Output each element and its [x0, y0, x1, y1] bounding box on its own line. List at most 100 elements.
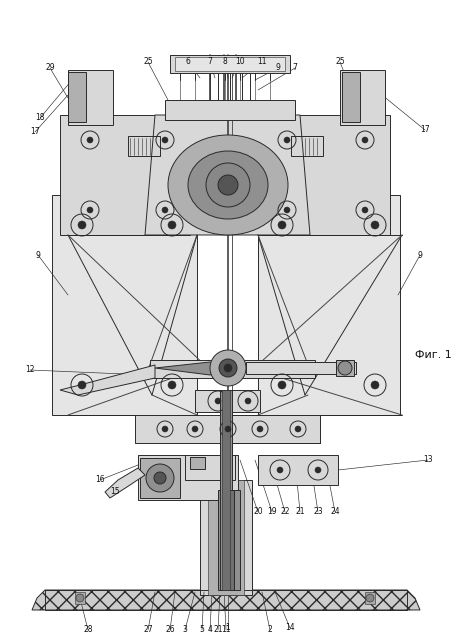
- Text: 3: 3: [182, 625, 187, 634]
- Circle shape: [161, 207, 168, 213]
- Circle shape: [224, 364, 231, 372]
- Bar: [221, 390, 230, 590]
- Circle shape: [161, 137, 168, 143]
- Bar: [150, 360, 314, 378]
- Bar: [258, 455, 337, 485]
- Bar: [175, 57, 285, 71]
- Circle shape: [219, 359, 236, 377]
- Bar: [290, 136, 322, 156]
- Text: 11: 11: [257, 58, 266, 67]
- Bar: [227, 415, 319, 443]
- Bar: [128, 136, 160, 156]
- Text: 16: 16: [95, 476, 105, 484]
- Bar: [262, 115, 389, 235]
- Text: 9: 9: [275, 63, 280, 72]
- Bar: [165, 100, 295, 120]
- Bar: [68, 70, 113, 125]
- Bar: [68, 72, 86, 122]
- Circle shape: [215, 398, 221, 404]
- Circle shape: [78, 381, 86, 389]
- Circle shape: [276, 467, 282, 473]
- Circle shape: [192, 426, 198, 432]
- Polygon shape: [105, 468, 145, 498]
- Bar: [245, 362, 355, 374]
- Bar: [194, 390, 259, 412]
- Text: 12: 12: [25, 365, 35, 374]
- Circle shape: [277, 221, 285, 229]
- Circle shape: [370, 221, 378, 229]
- Circle shape: [365, 594, 373, 602]
- Text: 6: 6: [185, 58, 190, 67]
- Text: 23: 23: [313, 508, 322, 516]
- Bar: [45, 590, 406, 610]
- Text: 10: 10: [235, 58, 244, 67]
- Circle shape: [244, 398, 250, 404]
- Text: 11: 11: [221, 625, 230, 634]
- Text: 9: 9: [417, 250, 422, 259]
- Circle shape: [78, 221, 86, 229]
- Text: 27: 27: [143, 625, 152, 634]
- Text: 1: 1: [225, 623, 230, 632]
- Circle shape: [168, 381, 175, 389]
- Circle shape: [154, 472, 166, 484]
- Circle shape: [361, 207, 367, 213]
- Polygon shape: [145, 115, 309, 235]
- Bar: [199, 480, 252, 595]
- Text: 22: 22: [280, 508, 289, 516]
- Text: 2: 2: [267, 625, 272, 634]
- Text: 26: 26: [165, 625, 175, 634]
- Text: 20: 20: [253, 508, 262, 516]
- Text: 7: 7: [292, 63, 297, 72]
- Circle shape: [283, 207, 290, 213]
- Text: 29: 29: [45, 63, 55, 72]
- Bar: [170, 55, 290, 73]
- Bar: [75, 592, 85, 604]
- Text: 8: 8: [222, 58, 227, 67]
- Circle shape: [277, 381, 285, 389]
- Bar: [335, 360, 353, 376]
- Text: 5: 5: [199, 625, 204, 634]
- Circle shape: [337, 361, 351, 375]
- Circle shape: [225, 426, 230, 432]
- Circle shape: [87, 207, 93, 213]
- Circle shape: [361, 137, 367, 143]
- Text: 17: 17: [419, 125, 429, 134]
- Circle shape: [146, 464, 174, 492]
- Circle shape: [210, 350, 245, 386]
- Text: 28: 28: [83, 625, 92, 634]
- Circle shape: [283, 137, 290, 143]
- Text: 15: 15: [110, 488, 120, 497]
- Ellipse shape: [168, 135, 287, 235]
- Text: 25: 25: [335, 58, 344, 67]
- Circle shape: [87, 137, 93, 143]
- Ellipse shape: [188, 151, 267, 219]
- Text: 14: 14: [285, 623, 294, 632]
- Bar: [339, 70, 384, 125]
- Polygon shape: [155, 362, 227, 375]
- Text: 19: 19: [267, 508, 276, 516]
- Text: 25: 25: [143, 58, 152, 67]
- Text: 13: 13: [422, 456, 432, 465]
- Text: 21: 21: [213, 625, 222, 634]
- Text: 7: 7: [207, 58, 212, 67]
- Bar: [60, 115, 189, 235]
- Circle shape: [76, 594, 84, 602]
- Bar: [189, 457, 205, 469]
- Circle shape: [295, 426, 300, 432]
- Bar: [207, 480, 244, 595]
- Bar: [258, 195, 399, 415]
- Text: Фиг. 1: Фиг. 1: [414, 350, 451, 360]
- Text: 9: 9: [36, 250, 40, 259]
- Bar: [341, 72, 359, 122]
- Bar: [217, 490, 239, 590]
- Text: 24: 24: [330, 508, 339, 516]
- Polygon shape: [60, 365, 155, 395]
- Bar: [184, 455, 235, 480]
- Polygon shape: [32, 590, 419, 610]
- Bar: [140, 458, 179, 498]
- Text: 17: 17: [30, 127, 40, 136]
- Text: 4: 4: [207, 625, 212, 634]
- Bar: [138, 455, 238, 500]
- Bar: [52, 195, 197, 415]
- Circle shape: [314, 467, 320, 473]
